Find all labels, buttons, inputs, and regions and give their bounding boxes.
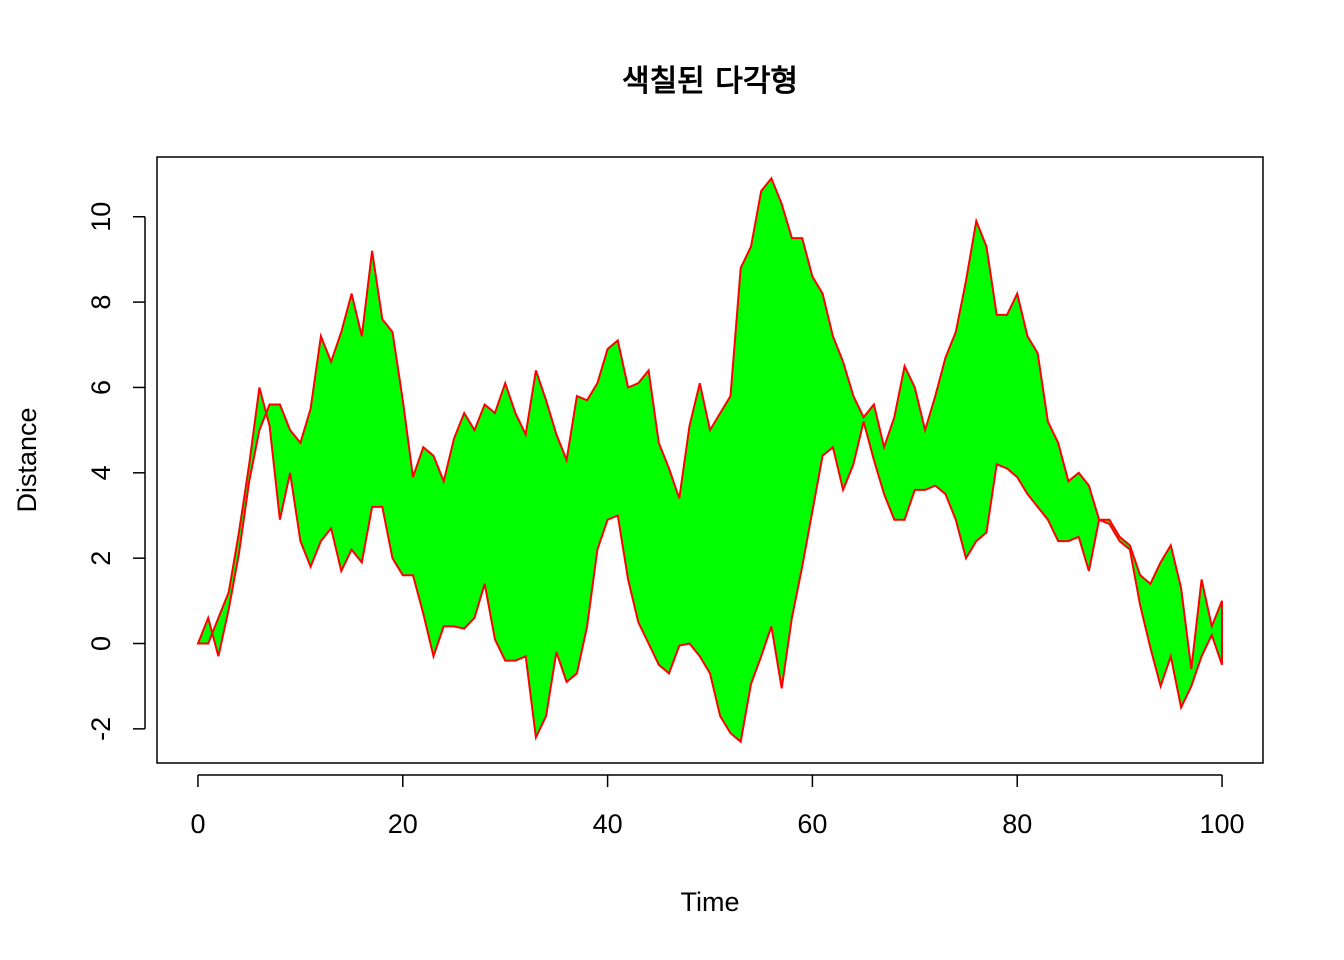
y-tick-label: 10 [86, 202, 116, 232]
y-axis-label: Distance [12, 407, 42, 512]
y-tick-label: -2 [86, 717, 116, 741]
x-tick-label: 80 [1002, 809, 1032, 839]
x-axis-label: Time [681, 887, 740, 917]
y-tick-label: 0 [86, 636, 116, 651]
filled-polygon [196, 176, 1223, 744]
x-tick-label: 20 [388, 809, 418, 839]
x-tick-label: 0 [190, 809, 205, 839]
x-axis: 0 20 40 60 80 100 [190, 774, 1245, 839]
x-tick-label: 100 [1200, 809, 1245, 839]
x-tick-label: 40 [593, 809, 623, 839]
y-tick-label: 8 [86, 295, 116, 310]
y-tick-label: 4 [86, 465, 116, 480]
plot-area [196, 176, 1223, 744]
y-axis: -2 0 2 4 6 8 10 [86, 202, 146, 741]
chart-title: 색칠된 다각형 [622, 64, 798, 99]
y-tick-label: 6 [86, 380, 116, 395]
y-tick-label: 2 [86, 551, 116, 566]
x-tick-label: 60 [797, 809, 827, 839]
plot-frame [156, 156, 1264, 764]
